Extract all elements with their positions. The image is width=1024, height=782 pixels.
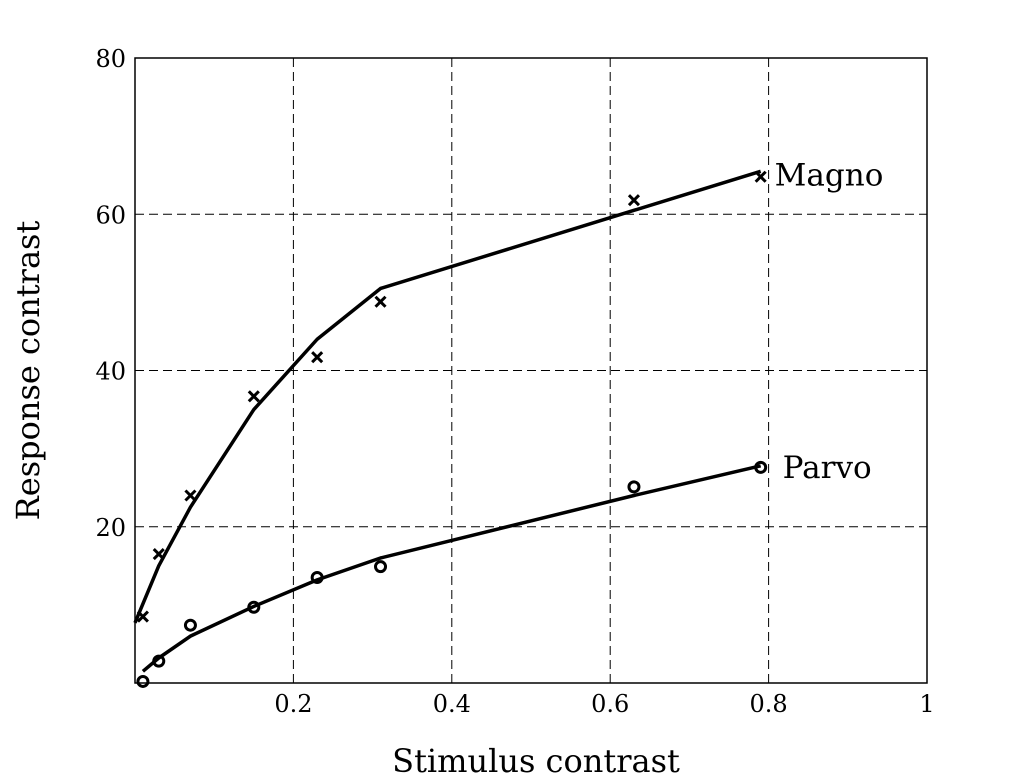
parvo-point-marker	[374, 560, 388, 574]
parvo-point-marker	[754, 460, 768, 474]
y-axis-title: Response contrast	[9, 221, 47, 521]
magno-point-marker	[152, 548, 165, 561]
magno-point-marker	[754, 170, 767, 183]
x-tick-label: 0.2	[274, 690, 312, 718]
x-tick-label: 0.6	[591, 690, 629, 718]
x-axis-title: Stimulus contrast	[392, 742, 680, 780]
series-magno: Magno	[133, 157, 884, 624]
magno-point-marker	[247, 390, 260, 403]
parvo-point-marker	[247, 600, 261, 614]
series-label-magno: Magno	[775, 157, 884, 193]
magno-point-marker	[184, 489, 197, 502]
magno-point-marker	[627, 194, 641, 207]
plot-frame	[134, 57, 928, 684]
y-tick-label: 60	[95, 201, 126, 229]
x-tick-label: 1	[919, 690, 934, 718]
y-tick-label: 80	[95, 45, 126, 73]
parvo-point-marker	[152, 654, 166, 668]
grid-layer	[135, 58, 927, 683]
y-tick-label: 20	[95, 514, 126, 542]
parvo-point-marker	[310, 571, 324, 585]
series-label-parvo: Parvo	[783, 450, 872, 486]
fit-line-parvo	[141, 464, 762, 673]
series-layer: Magno Parvo	[133, 157, 884, 688]
parvo-point-marker	[627, 480, 641, 494]
magno-point-marker	[311, 351, 324, 364]
magno-point-marker	[374, 295, 387, 308]
parvo-point-marker	[136, 674, 150, 688]
ticks-layer: 0.2 0.4 0.6 0.8 1 20 40 60 80	[95, 45, 934, 718]
series-parvo: Parvo	[136, 450, 872, 688]
y-tick-label: 40	[95, 358, 126, 386]
x-tick-label: 0.8	[750, 690, 788, 718]
parvo-point-marker	[183, 618, 197, 632]
fit-line-magno	[133, 169, 762, 624]
magno-point-marker	[136, 610, 149, 623]
x-tick-label: 0.4	[433, 690, 471, 718]
